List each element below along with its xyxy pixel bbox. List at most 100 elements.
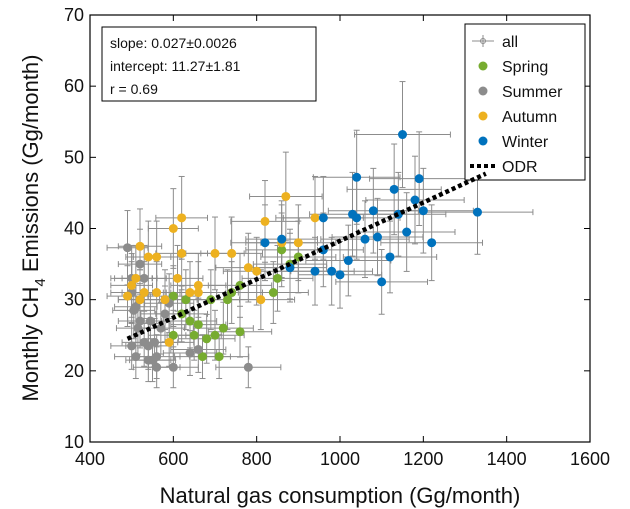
x-tick-label: 600 xyxy=(158,449,188,469)
y-tick-label: 30 xyxy=(64,290,84,310)
point-spring xyxy=(235,327,245,337)
point-autumn xyxy=(127,280,137,290)
y-axis-title: Monthly CH4 Emissions (Gg/month) xyxy=(18,55,49,402)
point-spring xyxy=(223,295,232,305)
legend-label-odr: ODR xyxy=(502,159,538,176)
legend-swatch-autumn xyxy=(478,111,488,121)
legend-swatch-winter xyxy=(478,136,488,146)
legend-swatch-summer xyxy=(478,86,488,96)
y-tick-label: 70 xyxy=(64,5,84,25)
x-tick-label: 1000 xyxy=(320,449,360,469)
point-summer xyxy=(129,305,139,315)
odr-layer xyxy=(126,171,487,341)
ticks-layer: 400 600 800 1000 1200 1400 1600 10 20 30 40 50 60 70 xyxy=(64,5,610,469)
point-autumn xyxy=(152,252,162,262)
point-spring xyxy=(185,316,195,326)
legend-label-all: all xyxy=(502,34,518,51)
point-spring xyxy=(268,288,278,298)
point-winter xyxy=(398,130,407,140)
legend-box xyxy=(464,23,586,181)
point-autumn xyxy=(135,241,145,251)
legend-label-spring: Spring xyxy=(502,59,548,76)
legend-item-autumn: Autumn xyxy=(478,109,557,126)
y-axis-title-sub: 4 xyxy=(32,278,49,286)
legend-item-odr: ODR xyxy=(470,159,538,176)
point-autumn xyxy=(252,266,262,276)
x-tick-label: 800 xyxy=(242,449,272,469)
legend-item-summer: Summer xyxy=(478,84,563,101)
legend-label-winter: Winter xyxy=(502,134,549,151)
point-winter xyxy=(410,195,420,205)
point-autumn xyxy=(168,224,178,233)
point-autumn xyxy=(243,263,253,273)
y-axis-title-tail: Emissions (Gg/month) xyxy=(18,55,43,279)
point-winter xyxy=(343,256,353,266)
legend-swatch-all-marker xyxy=(480,38,486,44)
point-autumn xyxy=(160,295,170,305)
point-winter xyxy=(402,227,412,237)
point-summer xyxy=(135,259,145,269)
y-axis-title-main: Monthly CH xyxy=(18,287,43,402)
point-summer xyxy=(193,344,203,354)
y-tick-label: 10 xyxy=(64,432,84,452)
point-spring xyxy=(277,245,287,255)
point-spring xyxy=(189,330,199,340)
point-winter xyxy=(310,266,320,276)
annotation-slope: slope: 0.027±0.0026 xyxy=(110,35,237,51)
point-autumn xyxy=(143,252,153,262)
point-spring xyxy=(181,295,191,305)
point-summer xyxy=(133,323,143,333)
point-summer xyxy=(185,348,195,358)
point-winter xyxy=(377,277,387,287)
point-winter xyxy=(414,174,424,184)
y-tick-label: 20 xyxy=(64,361,84,381)
point-winter xyxy=(427,238,437,248)
point-autumn xyxy=(123,291,132,301)
point-summer xyxy=(156,323,166,333)
point-spring xyxy=(218,323,228,333)
point-spring xyxy=(202,334,212,344)
point-autumn xyxy=(256,295,266,305)
point-winter xyxy=(473,207,482,217)
point-autumn xyxy=(310,213,320,223)
point-autumn xyxy=(227,248,237,258)
point-autumn xyxy=(131,273,141,283)
point-autumn xyxy=(164,337,174,347)
x-tick-label: 1200 xyxy=(403,449,443,469)
legend-item-winter: Winter xyxy=(478,134,549,151)
point-summer xyxy=(123,243,132,253)
point-summer xyxy=(127,341,137,351)
point-winter xyxy=(335,270,345,280)
y-tick-label: 40 xyxy=(64,219,84,239)
x-tick-label: 400 xyxy=(75,449,105,469)
point-summer xyxy=(131,352,141,362)
point-summer xyxy=(135,316,145,326)
point-winter xyxy=(385,252,395,262)
point-summer xyxy=(152,362,162,372)
point-autumn xyxy=(152,288,162,298)
point-winter xyxy=(318,213,328,223)
points-layer xyxy=(123,130,482,372)
x-axis-title: Natural gas consumption (Gg/month) xyxy=(160,483,521,508)
point-spring xyxy=(198,352,207,362)
point-autumn xyxy=(177,213,187,223)
point-autumn xyxy=(193,288,203,298)
point-summer xyxy=(139,273,149,283)
point-winter xyxy=(352,213,362,223)
point-autumn xyxy=(281,191,291,201)
point-summer xyxy=(243,362,253,372)
point-spring xyxy=(214,352,224,362)
odr-regression-line xyxy=(126,171,487,341)
point-winter xyxy=(360,234,370,244)
point-autumn xyxy=(177,248,187,258)
point-autumn xyxy=(135,295,145,305)
point-autumn xyxy=(293,238,303,248)
point-winter xyxy=(368,206,378,216)
y-tick-label: 50 xyxy=(64,147,84,167)
point-summer xyxy=(143,355,153,365)
annotation-r: r = 0.69 xyxy=(110,81,158,97)
point-autumn xyxy=(173,273,182,283)
point-summer xyxy=(168,362,178,372)
legend-label-summer: Summer xyxy=(502,84,563,101)
point-winter xyxy=(373,232,382,242)
